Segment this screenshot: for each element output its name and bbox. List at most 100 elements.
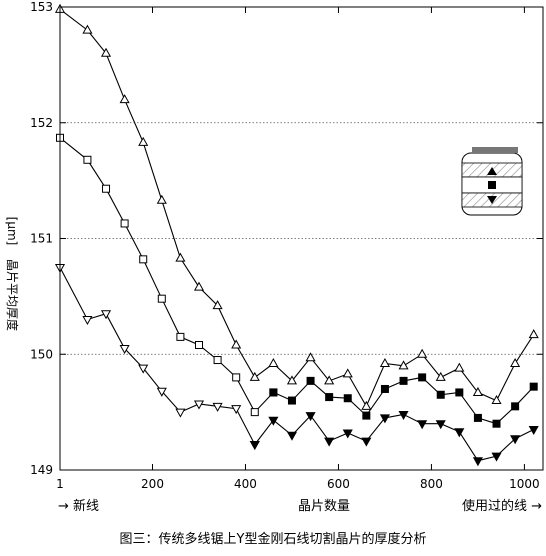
data-point-triangle-down — [342, 429, 353, 439]
x-axis-label: 晶片数量 — [298, 499, 350, 514]
data-point-triangle-down — [435, 420, 446, 430]
data-point-square — [120, 219, 129, 228]
data-point-square — [380, 384, 389, 393]
data-point-triangle-down — [286, 431, 298, 441]
data-point-triangle-down — [379, 414, 390, 424]
y-tick-label: 149 — [30, 463, 53, 477]
data-point-triangle-down — [175, 408, 186, 418]
x-axis-left-note: → 新线 — [58, 498, 99, 514]
data-point-square — [287, 396, 296, 405]
data-point-square — [83, 155, 92, 164]
data-point-square — [492, 419, 501, 428]
data-point-triangle-up — [212, 300, 223, 310]
data-point-triangle-down — [398, 410, 409, 420]
x-tick-label: 400 — [234, 477, 257, 491]
data-point-triangle-up — [324, 375, 335, 385]
data-point-square — [194, 340, 203, 349]
y-axis-label: 晶片平均厚度 — [5, 259, 20, 331]
data-point-triangle-down — [100, 310, 112, 320]
data-point-triangle-down — [268, 416, 279, 426]
data-point-triangle-up — [286, 375, 298, 385]
data-point-triangle-up — [342, 368, 353, 378]
data-point-square — [176, 332, 185, 341]
data-point-triangle-up — [138, 136, 149, 146]
data-point-triangle-up — [175, 252, 186, 262]
y-tick-label: 150 — [30, 347, 53, 361]
data-point-triangle-up — [361, 400, 372, 410]
data-point-triangle-down — [491, 452, 502, 462]
data-point-square — [269, 388, 278, 397]
data-point-triangle-up — [528, 329, 539, 339]
data-point-square — [232, 373, 241, 382]
data-point-triangle-up — [249, 371, 260, 381]
wire-cross-section-icon — [461, 147, 523, 216]
data-point-triangle-down — [119, 344, 130, 354]
data-point-square — [102, 184, 111, 193]
data-point-triangle-down — [82, 316, 93, 326]
data-point-square — [139, 255, 148, 264]
x-tick-label: 1 — [56, 477, 64, 491]
x-tick-label: 800 — [420, 477, 443, 491]
data-point-triangle-up — [491, 395, 502, 405]
data-point-square — [473, 413, 482, 422]
data-point-square — [418, 373, 427, 382]
data-point-square — [157, 294, 166, 303]
figure-caption: 图三：传统多线锯上Y型金刚石线切割晶片的厚度分析 — [119, 532, 427, 547]
data-point-triangle-up — [119, 94, 130, 104]
data-point-triangle-down — [305, 412, 316, 422]
data-point-triangle-up — [454, 362, 465, 372]
data-point-triangle-up — [268, 357, 279, 368]
data-point-triangle-down — [324, 437, 335, 447]
data-point-triangle-up — [398, 360, 409, 370]
series-line — [59, 137, 274, 414]
data-point-triangle-up — [510, 357, 521, 368]
y-tick-label: 151 — [30, 232, 53, 246]
inset-square-icon — [488, 181, 496, 189]
data-point-triangle-down — [361, 437, 372, 447]
data-point-square — [436, 390, 445, 399]
data-point-triangle-down — [212, 402, 223, 412]
inset-top-bar — [472, 147, 518, 153]
data-point-square — [362, 411, 371, 420]
x-tick-label: 200 — [141, 477, 164, 491]
data-point-triangle-down — [510, 435, 521, 445]
data-point-triangle-up — [305, 352, 316, 362]
y-tick-label: 152 — [30, 116, 53, 130]
inset-triangle-down-icon — [487, 196, 497, 204]
data-point-square — [455, 388, 464, 397]
data-point-triangle-up — [156, 194, 167, 204]
data-point-square — [213, 356, 222, 365]
data-point-triangle-down — [249, 441, 260, 451]
y-axis-unit: [μm] — [5, 217, 19, 246]
data-point-triangle-up — [472, 386, 483, 396]
data-point-triangle-down — [454, 428, 465, 438]
series-line — [59, 267, 256, 445]
data-point-square — [325, 393, 334, 402]
series-line — [254, 413, 534, 462]
x-axis-right-note: 使用过的线 → — [462, 498, 542, 514]
x-tick-label: 600 — [327, 477, 350, 491]
data-point-triangle-down — [231, 405, 242, 415]
data-point-triangle-up — [100, 47, 112, 57]
data-point-square — [306, 376, 315, 385]
data-point-triangle-down — [528, 425, 539, 436]
data-point-triangle-up — [379, 357, 390, 368]
data-point-triangle-up — [231, 339, 242, 349]
data-point-triangle-down — [156, 387, 167, 397]
data-point-square — [399, 376, 408, 385]
data-point-triangle-up — [417, 348, 428, 358]
data-point-triangle-down — [193, 400, 205, 410]
data-point-square — [529, 382, 538, 391]
data-point-square — [250, 408, 259, 417]
data-point-square — [343, 394, 352, 403]
data-point-triangle-down — [138, 364, 149, 374]
inset-triangle-up-icon — [487, 167, 497, 175]
data-point-triangle-down — [417, 420, 428, 430]
data-point-triangle-up — [435, 371, 446, 381]
data-point-triangle-up — [193, 281, 205, 291]
data-point-triangle-down — [472, 457, 483, 467]
y-tick-label: 153 — [30, 0, 53, 14]
data-point-triangle-up — [82, 24, 93, 34]
